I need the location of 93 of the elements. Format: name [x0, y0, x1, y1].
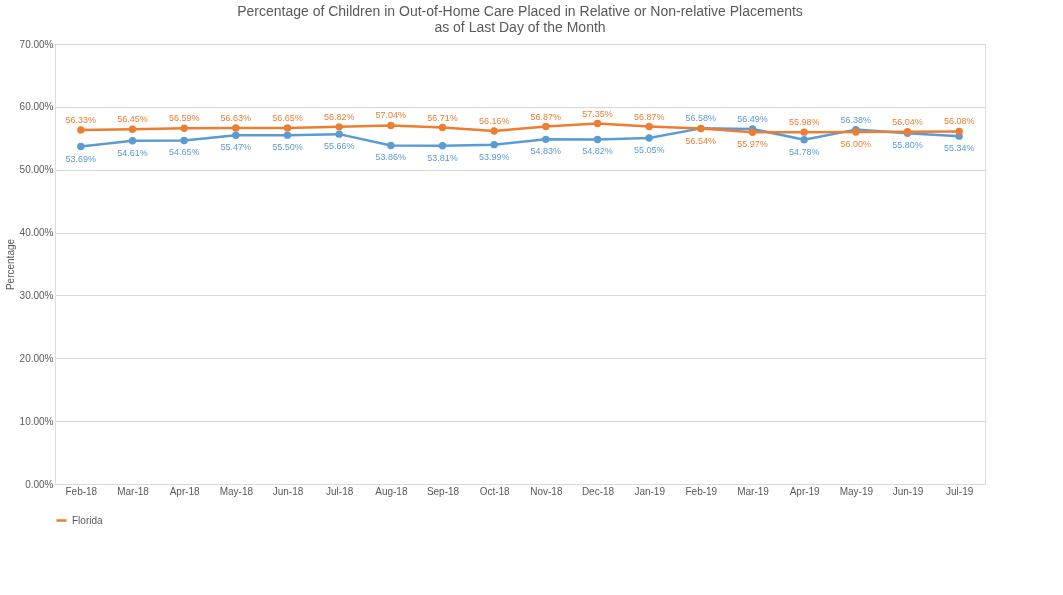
x-tick-label: Nov-18 — [530, 485, 563, 497]
data-label: 53.69% — [65, 153, 97, 164]
point — [438, 142, 447, 150]
data-label: 54.78% — [788, 146, 820, 157]
x-tick-label: Sep-18 — [426, 485, 460, 497]
point — [542, 135, 550, 144]
data-label: 56.16% — [478, 115, 510, 126]
y-tick-label: 60.00% — [19, 101, 54, 113]
point — [77, 126, 85, 134]
data-label: 56.33% — [65, 114, 97, 125]
data-label: 55.34% — [943, 143, 975, 154]
data-label: 53.81% — [427, 152, 458, 163]
y-axis-title: Percentage — [4, 238, 16, 291]
data-label: 56.58% — [685, 113, 717, 124]
point — [387, 121, 395, 130]
data-label: 55.97% — [737, 139, 768, 150]
data-label: 56.87% — [633, 111, 665, 122]
x-tick-label: May-19 — [839, 485, 874, 497]
x-tick-label: May-18 — [219, 485, 254, 497]
x-tick-label: Jul-18 — [326, 485, 354, 497]
data-label: 56.04% — [892, 116, 923, 127]
point — [283, 124, 292, 132]
data-label: 56.65% — [272, 112, 303, 123]
x-tick-label: Jan-19 — [634, 485, 666, 497]
data-label: 55.98% — [788, 117, 820, 128]
point — [232, 124, 240, 132]
data-label: 57.35% — [582, 108, 613, 119]
data-label: 57.04% — [375, 110, 407, 121]
y-tick-label: 10.00% — [19, 415, 54, 427]
data-label: 55.66% — [323, 141, 355, 152]
x-tick-label: Feb-18 — [65, 485, 98, 497]
point — [232, 131, 240, 140]
data-label: 56.00% — [840, 139, 872, 149]
y-tick-label: 30.00% — [19, 289, 54, 301]
x-tick-label: Apr-19 — [789, 485, 821, 497]
point — [955, 127, 963, 136]
data-label: 56.59% — [168, 113, 200, 124]
data-label: 53.86% — [375, 152, 407, 163]
data-label: 54.82% — [582, 146, 613, 157]
data-label: 55.50% — [272, 142, 303, 153]
text: as of Last Day of the Month — [434, 19, 606, 35]
x-tick-label: Oct-18 — [479, 485, 511, 497]
data-label: 55.05% — [633, 144, 665, 155]
point — [800, 135, 808, 144]
data-label: 56.82% — [323, 111, 355, 122]
x-tick-label: Apr-18 — [169, 485, 201, 497]
data-label: 54.61% — [117, 147, 148, 158]
point — [593, 119, 602, 128]
x-tick-label: Mar-18 — [117, 485, 150, 497]
point — [128, 137, 137, 145]
data-label: 54.65% — [168, 147, 200, 158]
data-label: 54.83% — [530, 146, 562, 157]
data-label: 56.87% — [530, 111, 562, 122]
point — [490, 140, 498, 149]
text: Percentage of Children in Out-of-Home Care Placed in Relative or Non-relative Placements — [237, 3, 803, 19]
x-tick-label: Jun-19 — [892, 485, 924, 497]
point — [335, 123, 343, 131]
y-tick-label: 0.00% — [25, 478, 54, 490]
point — [645, 122, 653, 131]
data-label: 56.54% — [685, 135, 717, 146]
point — [593, 135, 602, 144]
y-tick-label: 20.00% — [19, 352, 54, 364]
point — [387, 141, 395, 150]
data-label: 56.49% — [737, 113, 768, 124]
y-tick-label: 50.00% — [19, 164, 54, 176]
point — [128, 125, 137, 133]
point — [180, 136, 188, 145]
legend-label: Florida — [72, 514, 103, 526]
point — [645, 134, 653, 142]
data-label: 56.08% — [943, 116, 975, 127]
x-tick-label: Aug-18 — [375, 485, 408, 497]
x-tick-label: Jun-18 — [272, 485, 304, 497]
data-label: 55.47% — [220, 142, 252, 153]
x-tick-label: Feb-19 — [685, 485, 718, 497]
y-tick-label: 70.00% — [19, 38, 54, 50]
y-tick-label: 40.00% — [19, 227, 54, 239]
data-label: 55.80% — [892, 140, 923, 151]
x-tick-label: Mar-19 — [737, 485, 770, 497]
data-label: 56.45% — [117, 114, 148, 125]
x-tick-label: Dec-18 — [581, 485, 615, 497]
point — [77, 142, 85, 151]
point — [335, 130, 343, 138]
point — [542, 122, 550, 131]
point — [800, 128, 808, 136]
point — [283, 131, 292, 139]
point — [438, 123, 447, 132]
data-label: 53.99% — [478, 151, 510, 162]
x-tick-label: Jul-19 — [946, 485, 974, 497]
point — [490, 127, 498, 135]
data-label: 56.38% — [840, 114, 872, 125]
data-label: 56.63% — [220, 113, 252, 124]
data-label: 56.71% — [427, 112, 458, 123]
point — [180, 124, 188, 132]
